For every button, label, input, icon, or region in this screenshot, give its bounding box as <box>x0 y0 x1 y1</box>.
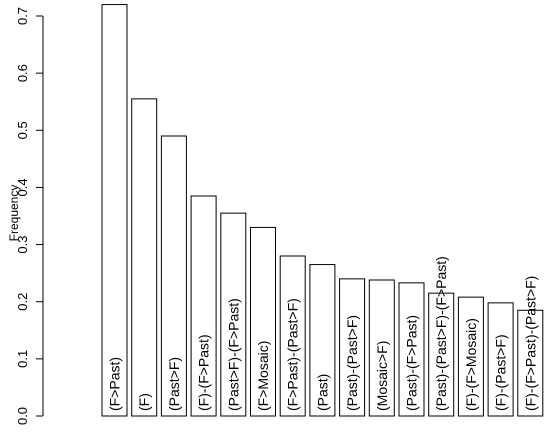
bars: (F>Past) (F) (Past>F) (F)-(F>Past) (Past>F)-… <box>101 4 544 417</box>
bar-label: (F)-(Past>F) <box>493 334 509 411</box>
bar <box>101 4 128 417</box>
bar-label: (Mosaic>F) <box>374 341 390 411</box>
y-tick-label: 0.0 <box>15 407 30 425</box>
bar-label: (F>Mosaic) <box>255 341 271 411</box>
bar <box>398 282 425 417</box>
bar <box>428 292 455 417</box>
bar <box>339 278 366 417</box>
y-tick-label: 0.3 <box>15 236 30 254</box>
y-tick-label: 0.7 <box>15 7 30 25</box>
bar-label: (Past) <box>314 374 330 411</box>
bar-label: (F)-(F>Past) <box>196 334 212 411</box>
y-axis: 0.0 0.1 0.2 0.3 0.4 0.5 0.6 0.7 <box>15 7 44 425</box>
bar <box>220 212 247 417</box>
y-tick-label: 0.4 <box>15 178 30 196</box>
bar <box>517 309 544 417</box>
y-axis-label: Frequency <box>7 185 21 242</box>
y-tick-label: 0.6 <box>15 64 30 82</box>
bar-label: (F>Past)-(Past>F) <box>285 298 301 411</box>
bar <box>190 195 217 417</box>
bar-label: (Past)-(Past>F)-(F>Past) <box>433 256 449 411</box>
bar-label: (Past)-(F>Past) <box>404 315 420 411</box>
bar-label: (Past>F) <box>166 357 182 411</box>
y-tick-label: 0.1 <box>15 350 30 368</box>
bar-label: (Past>F)-(F>Past) <box>225 298 241 411</box>
bar <box>487 302 514 417</box>
bar-label: (Past)-(Past>F) <box>344 315 360 411</box>
bar-label: (F)-(F>Past)-(Past>F) <box>522 276 538 411</box>
bar <box>250 226 276 417</box>
bar <box>457 296 484 417</box>
bar <box>309 264 336 417</box>
bar <box>160 135 187 417</box>
y-tick-label: 0.2 <box>15 293 30 311</box>
bar <box>368 279 395 417</box>
bar-label: (F)-(F>Mosaic) <box>463 318 479 411</box>
y-tick-label: 0.5 <box>15 121 30 139</box>
bar <box>279 255 306 417</box>
bar <box>131 98 158 417</box>
bar-label: (F>Past) <box>107 357 123 411</box>
bar-label: (F) <box>136 393 152 411</box>
